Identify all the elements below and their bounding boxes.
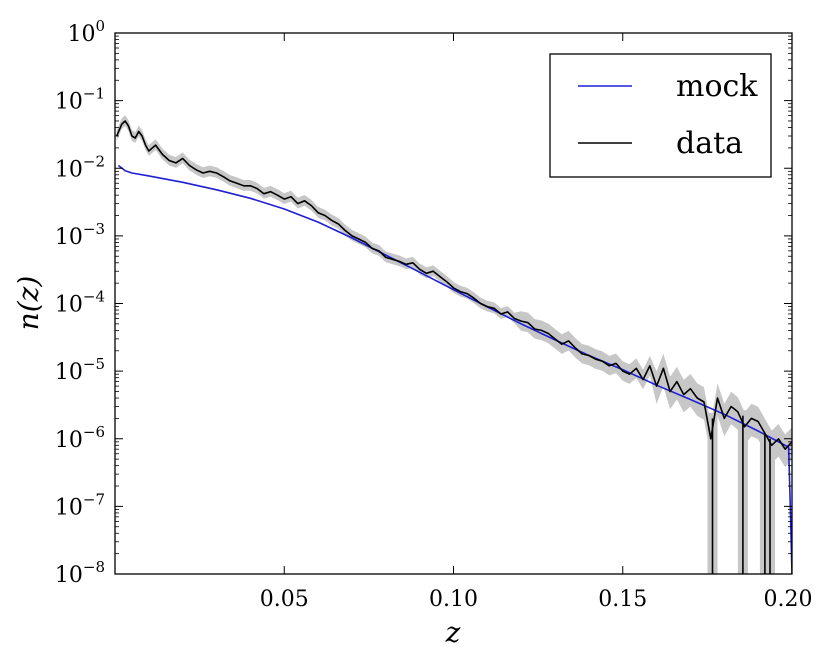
legend: mock data: [549, 53, 772, 178]
y-tick-label-6: 10−6: [55, 423, 105, 453]
x-tick-label-1: 0.10: [429, 587, 478, 612]
legend-label-data: data: [676, 126, 743, 161]
data-band: [116, 115, 792, 468]
x-tick-label-3: 0.20: [764, 587, 813, 612]
legend-label-mock: mock: [676, 69, 758, 104]
series-group: [115, 120, 792, 574]
y-tick-label-4: 10−4: [55, 288, 105, 318]
y-tick-label-0: 100: [67, 17, 105, 47]
y-tick-label-7: 10−7: [55, 490, 105, 520]
y-tick-label-5: 10−5: [55, 355, 105, 385]
series-line-data: [115, 120, 792, 451]
series-line-mock: [117, 164, 792, 574]
y-tick-label-3: 10−3: [55, 220, 105, 250]
y-tick-label-2: 10−2: [55, 152, 105, 182]
ticks-group: 0.05 0.10 0.15 0.20 100 10−1 10−2 10−3 10−4 10−5 1…: [55, 17, 813, 612]
y-tick-label-1: 10−1: [55, 85, 105, 115]
x-tick-label-2: 0.15: [598, 587, 647, 612]
y-tick-label-8: 10−8: [55, 558, 105, 588]
data-uncertainty-band-group: [116, 115, 792, 574]
x-tick-label-0: 0.05: [260, 587, 309, 612]
x-axis-label: z: [445, 616, 461, 649]
legend-box: [549, 53, 772, 178]
y-axis-label: n(z): [12, 276, 45, 331]
